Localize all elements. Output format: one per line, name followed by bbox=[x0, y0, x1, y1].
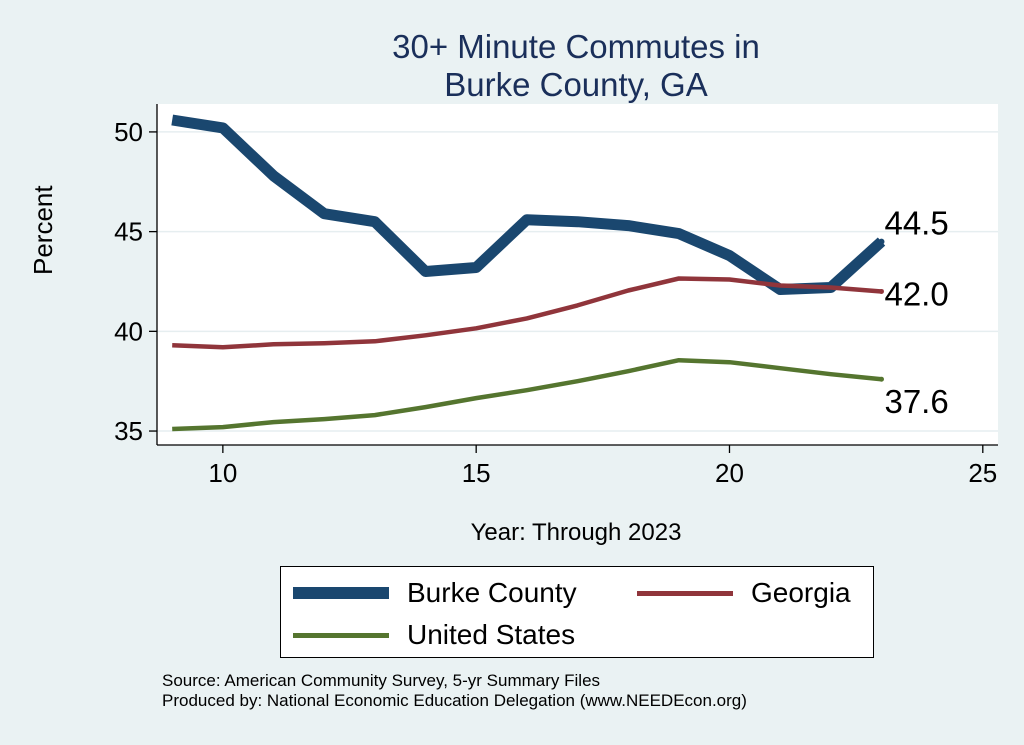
x-tick-label: 10 bbox=[208, 458, 237, 488]
legend-item-georgia: Georgia bbox=[637, 577, 851, 609]
legend-label-burke-county: Burke County bbox=[407, 577, 577, 608]
source-note: Source: American Community Survey, 5-yr … bbox=[162, 671, 747, 711]
legend: Burke County Georgia United States bbox=[280, 566, 874, 658]
series-line-burke-county bbox=[171, 114, 886, 295]
y-tick-label: 35 bbox=[114, 416, 143, 446]
x-tick-label: 15 bbox=[462, 458, 491, 488]
chart-title: 30+ Minute Commutes in Burke County, GA bbox=[0, 28, 1024, 104]
legend-item-united-states: United States bbox=[293, 619, 575, 651]
end-point-burke-county bbox=[878, 238, 885, 245]
end-label-burke-county: 44.5 bbox=[884, 205, 948, 242]
end-point-georgia bbox=[878, 288, 884, 294]
source-line-1: Source: American Community Survey, 5-yr … bbox=[162, 671, 601, 690]
legend-swatch-united-states bbox=[293, 632, 389, 638]
y-tick-label: 50 bbox=[114, 117, 143, 147]
chart-title-line-1: 30+ Minute Commutes in bbox=[392, 28, 760, 65]
y-axis-label: Percent bbox=[28, 185, 58, 275]
x-axis-label: Year: Through 2023 bbox=[470, 519, 682, 546]
plot-background bbox=[157, 104, 998, 445]
legend-label-united-states: United States bbox=[407, 619, 576, 650]
legend-label-georgia: Georgia bbox=[751, 577, 851, 608]
legend-swatch-georgia bbox=[637, 590, 733, 596]
legend-swatch-burke-county bbox=[293, 587, 389, 599]
legend-item-burke-county: Burke County bbox=[293, 577, 577, 609]
series-line-georgia bbox=[172, 276, 882, 350]
plot-area: 35 40 45 50 10 15 20 25 44.5 42.0 37.6 bbox=[114, 104, 998, 488]
source-line-2: Produced by: National Economic Education… bbox=[162, 691, 747, 710]
x-tick-label: 20 bbox=[715, 458, 744, 488]
end-label-united-states: 37.6 bbox=[884, 383, 948, 420]
end-point-united-states bbox=[878, 376, 884, 382]
chart-title-line-2: Burke County, GA bbox=[444, 66, 708, 103]
y-tick-label: 40 bbox=[114, 316, 143, 346]
series-line-united-states bbox=[172, 357, 882, 432]
x-tick-label: 25 bbox=[968, 458, 997, 488]
y-tick-label: 45 bbox=[114, 217, 143, 247]
end-label-georgia: 42.0 bbox=[884, 275, 948, 312]
